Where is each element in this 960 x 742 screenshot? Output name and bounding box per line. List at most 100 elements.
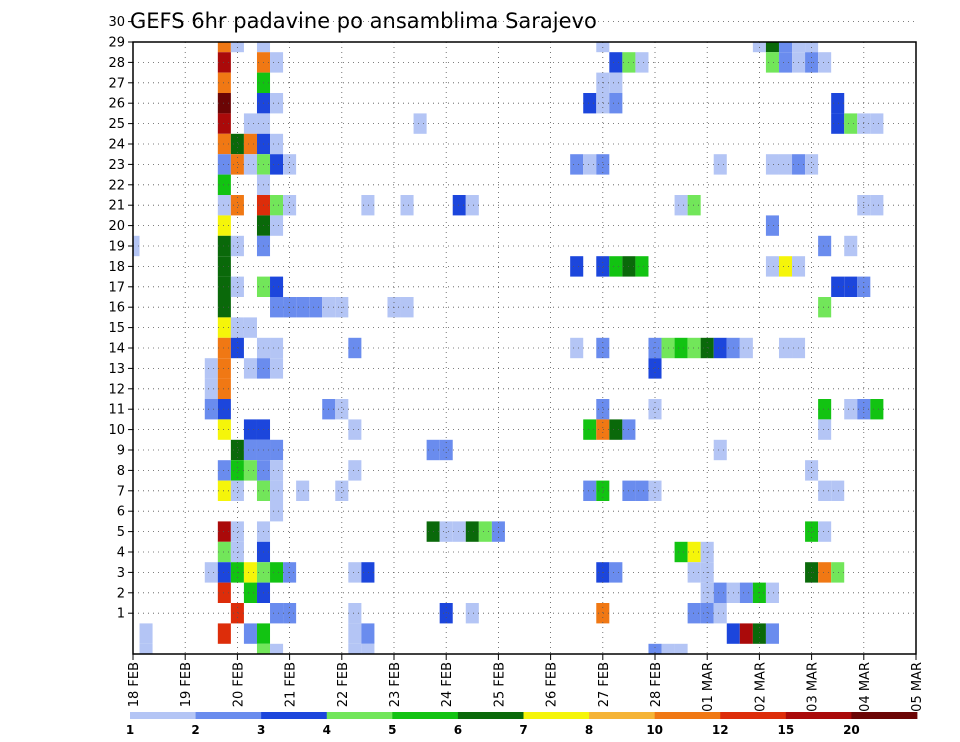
heatmap-cell: [217, 133, 231, 155]
grid-lines: [133, 21, 917, 654]
heatmap-cell: [270, 562, 284, 583]
heatmap-cell: [713, 154, 727, 175]
legend-label: 15: [777, 723, 794, 737]
heatmap-cell: [335, 399, 349, 420]
heatmap-cell: [217, 195, 231, 216]
heatmap-cell: [348, 337, 362, 359]
heatmap-cell: [348, 603, 362, 624]
heatmap-cell: [217, 419, 231, 440]
y-tick-label: 9: [117, 444, 125, 459]
y-tick-label: 25: [108, 117, 125, 132]
heatmap-cell: [217, 215, 231, 236]
heatmap-cell: [778, 337, 793, 359]
heatmap-cell: [635, 256, 649, 277]
x-tick-label: 28 FEB: [649, 662, 664, 707]
heatmap-cell: [217, 235, 231, 257]
x-tick-label: 25 FEB: [492, 662, 507, 707]
heatmap-cell: [413, 113, 427, 134]
legend-label: 12: [712, 723, 729, 737]
heatmap-cell: [687, 195, 701, 216]
heatmap-cell: [309, 297, 323, 318]
heatmap-cell: [217, 297, 231, 318]
x-tick-label: 03 MAR: [806, 662, 821, 712]
heatmap-cell: [243, 113, 257, 134]
heatmap-cell: [243, 154, 257, 175]
y-tick-label: 5: [117, 525, 125, 540]
heatmap-cell: [439, 521, 453, 542]
heatmap-cell: [335, 480, 349, 501]
heatmap-cell: [361, 195, 375, 216]
heatmap-cell: [570, 256, 584, 277]
x-tick-label: 27 FEB: [597, 662, 612, 707]
heatmap-cell: [217, 52, 231, 73]
heatmap-cell: [635, 480, 649, 501]
y-tick-label: 28: [108, 56, 125, 71]
heatmap-cell: [596, 256, 610, 277]
heatmap-cell: [844, 276, 858, 297]
heatmap-cell: [583, 154, 597, 175]
heatmap-cell: [778, 154, 793, 175]
heatmap-cell: [570, 154, 584, 175]
heatmap-cell: [256, 623, 271, 644]
y-tick-label: 29: [108, 36, 125, 51]
heatmap-cell: [765, 42, 779, 53]
heatmap-cell: [844, 235, 858, 257]
legend-swatch: [326, 712, 393, 719]
y-tick-label: 10: [108, 423, 125, 438]
heatmap-cell: [270, 52, 284, 73]
x-tick-label: 01 MAR: [701, 662, 716, 712]
legend-swatch: [654, 712, 721, 719]
heatmap-cell: [583, 93, 597, 114]
heatmap-cell: [596, 154, 610, 175]
heatmap-cell: [700, 603, 714, 624]
heatmap-cell: [270, 480, 284, 501]
y-tick-label: 1: [117, 607, 125, 622]
heatmap-cell: [452, 195, 466, 216]
heatmap-cell: [478, 521, 492, 542]
legend-swatch: [589, 712, 656, 719]
heatmap-cell: [230, 439, 244, 461]
y-tick-label: 2: [117, 586, 125, 601]
heatmap-cell: [217, 42, 231, 53]
legend-swatch: [195, 712, 262, 719]
heatmap-cell: [348, 419, 362, 440]
heatmap-cell: [713, 603, 727, 624]
heatmap-cell: [726, 623, 740, 644]
heatmap-cell: [400, 195, 414, 216]
legend-swatch: [457, 712, 524, 719]
heatmap-cell: [230, 603, 244, 624]
heatmap-cell: [674, 195, 688, 216]
heatmap-cell: [217, 337, 231, 359]
legend-swatch: [720, 712, 787, 719]
heatmap-cell: [778, 52, 793, 73]
heatmap-cell: [296, 480, 310, 501]
heatmap-cell: [283, 195, 297, 216]
y-tick-label: 22: [108, 178, 125, 193]
y-tick-label: 16: [108, 301, 125, 316]
y-tick-label: 7: [117, 484, 125, 499]
heatmap-cell: [687, 541, 701, 563]
heatmap-cell: [230, 460, 244, 481]
y-tick-label: 19: [108, 240, 125, 255]
heatmap-cell: [870, 195, 884, 216]
heatmap-cell: [596, 93, 610, 114]
heatmap-cell: [818, 480, 832, 501]
heatmap-cell: [596, 419, 610, 440]
y-tick-label: 18: [108, 260, 125, 275]
heatmap-cells: [133, 42, 884, 654]
heatmap-cell: [765, 256, 779, 277]
heatmap-cell: [818, 562, 832, 583]
x-tick-label: 04 MAR: [858, 662, 873, 712]
legend-label: 20: [843, 723, 860, 737]
y-tick-label: 4: [117, 546, 125, 561]
y-tick-label: 6: [117, 505, 125, 520]
heatmap-cell: [204, 562, 218, 583]
heatmap-cell: [230, 235, 244, 257]
heatmap-cell: [465, 603, 479, 624]
heatmap-cell: [713, 337, 727, 359]
heatmap-cell: [270, 460, 284, 481]
heatmap-cell: [609, 72, 623, 93]
heatmap-cell: [674, 541, 688, 563]
heatmap-cell: [230, 154, 244, 175]
